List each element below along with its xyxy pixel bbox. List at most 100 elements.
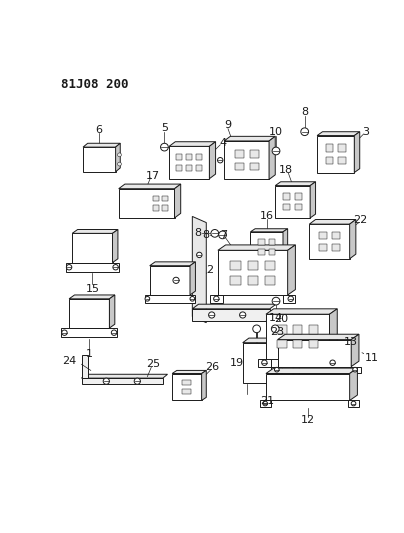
Text: 21: 21 [261, 396, 275, 406]
Polygon shape [83, 143, 120, 147]
Bar [326, 144, 333, 151]
Polygon shape [330, 309, 337, 359]
Polygon shape [218, 245, 295, 251]
Polygon shape [83, 147, 116, 172]
Bar [248, 276, 258, 285]
Text: 4: 4 [219, 138, 226, 148]
Polygon shape [250, 229, 288, 232]
Polygon shape [275, 185, 310, 218]
Bar [338, 157, 345, 164]
Bar [250, 163, 259, 171]
Polygon shape [172, 374, 202, 400]
Circle shape [118, 162, 122, 166]
Polygon shape [61, 328, 117, 337]
Polygon shape [278, 340, 351, 367]
Bar [332, 232, 340, 239]
Polygon shape [190, 262, 196, 295]
Bar [326, 157, 333, 164]
Text: 6: 6 [95, 125, 102, 135]
Polygon shape [310, 182, 316, 218]
Bar [230, 276, 240, 285]
Circle shape [217, 158, 223, 163]
Circle shape [62, 330, 67, 335]
Polygon shape [119, 189, 175, 218]
Circle shape [353, 367, 358, 372]
Polygon shape [112, 230, 118, 263]
Text: 5: 5 [161, 123, 168, 133]
Bar [309, 325, 318, 334]
Text: 14: 14 [269, 313, 283, 323]
Polygon shape [69, 295, 115, 299]
Bar [293, 340, 303, 349]
Bar [283, 193, 290, 200]
Polygon shape [218, 251, 288, 295]
Polygon shape [243, 338, 299, 343]
Text: 10: 10 [269, 127, 283, 138]
Polygon shape [349, 368, 358, 400]
Polygon shape [82, 374, 168, 378]
Text: 7: 7 [221, 230, 228, 240]
Polygon shape [293, 338, 299, 383]
Polygon shape [266, 309, 337, 314]
Bar [183, 380, 191, 385]
Text: 19: 19 [229, 358, 244, 368]
Bar [332, 244, 340, 251]
Text: 81J08 200: 81J08 200 [61, 78, 129, 91]
Bar [283, 295, 295, 303]
Circle shape [118, 153, 122, 157]
Polygon shape [288, 245, 295, 295]
Text: 2: 2 [206, 265, 214, 276]
Text: 1: 1 [86, 349, 93, 359]
Text: 20: 20 [274, 314, 288, 324]
Polygon shape [66, 263, 119, 272]
Text: 15: 15 [85, 284, 99, 294]
Bar [295, 193, 302, 200]
Text: 16: 16 [260, 212, 274, 221]
Circle shape [301, 128, 309, 135]
Polygon shape [224, 136, 275, 141]
Polygon shape [209, 142, 216, 179]
Circle shape [272, 297, 280, 305]
Polygon shape [317, 132, 360, 135]
Polygon shape [283, 229, 288, 263]
Polygon shape [150, 262, 196, 265]
Circle shape [211, 230, 219, 237]
Bar [283, 204, 290, 211]
Polygon shape [266, 374, 349, 400]
Bar [269, 249, 276, 255]
Text: 13: 13 [344, 337, 358, 347]
Bar [338, 144, 345, 151]
Circle shape [253, 325, 261, 333]
Text: 25: 25 [147, 359, 161, 369]
Bar [82, 378, 163, 384]
Bar [277, 325, 286, 334]
Circle shape [173, 277, 179, 284]
Polygon shape [317, 135, 354, 173]
Polygon shape [175, 184, 181, 218]
Text: 26: 26 [205, 362, 219, 373]
Text: 22: 22 [354, 215, 368, 225]
Bar [162, 205, 168, 211]
Polygon shape [119, 184, 181, 189]
Circle shape [103, 378, 109, 384]
Circle shape [160, 143, 168, 151]
Polygon shape [169, 142, 216, 147]
Bar [235, 150, 244, 158]
Bar [271, 367, 282, 373]
Polygon shape [169, 147, 209, 179]
Bar [210, 295, 223, 303]
Text: 11: 11 [364, 353, 379, 363]
Text: 18: 18 [279, 165, 293, 175]
Bar [153, 196, 159, 201]
Polygon shape [250, 232, 283, 263]
Bar [153, 205, 159, 211]
Bar [192, 309, 270, 321]
Text: 17: 17 [146, 171, 160, 181]
Bar [235, 163, 244, 171]
Polygon shape [116, 143, 120, 172]
Bar [186, 165, 192, 171]
Bar [176, 165, 182, 171]
Bar [265, 276, 276, 285]
Circle shape [145, 296, 150, 301]
Bar [176, 154, 182, 160]
